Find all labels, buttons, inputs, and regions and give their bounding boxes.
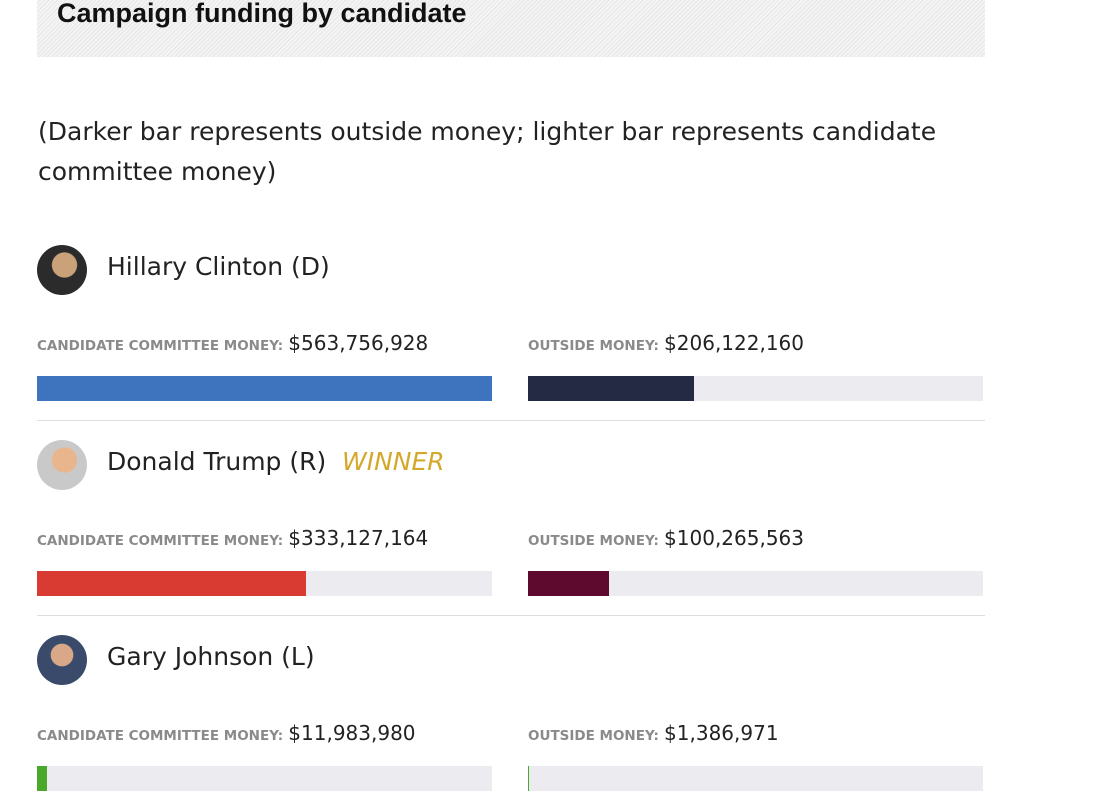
money-value: $1,386,971 — [664, 721, 779, 745]
money-value: $333,127,164 — [288, 526, 429, 550]
money-label-row: OUTSIDE MONEY: $100,265,563 — [528, 526, 804, 550]
bar-track — [528, 376, 983, 401]
title: Campaign funding by candidate — [57, 0, 467, 28]
header-band — [37, 0, 985, 57]
money-value: $563,756,928 — [288, 331, 429, 355]
avatar — [37, 440, 87, 490]
committee-bar — [37, 571, 306, 596]
bar-track — [37, 376, 492, 401]
bar-track — [37, 571, 492, 596]
outside-bar — [528, 571, 609, 596]
money-label: CANDIDATE COMMITTEE MONEY: — [37, 533, 284, 549]
committee-bar — [37, 766, 47, 791]
money-value: $11,983,980 — [288, 721, 416, 745]
note: (Darker bar represents outside money; li… — [38, 117, 937, 186]
bar-track — [528, 571, 983, 596]
bar-track — [37, 766, 492, 791]
committee-bar — [37, 376, 492, 401]
avatar — [37, 635, 87, 685]
money-label-row: CANDIDATE COMMITTEE MONEY: $11,983,980 — [37, 721, 416, 745]
money-label: OUTSIDE MONEY: — [528, 338, 659, 354]
money-label: CANDIDATE COMMITTEE MONEY: — [37, 338, 284, 354]
avatar — [37, 245, 87, 295]
money-label-row: CANDIDATE COMMITTEE MONEY: $563,756,928 — [37, 331, 428, 355]
money-value: $100,265,563 — [664, 526, 805, 550]
money-label: OUTSIDE MONEY: — [528, 728, 659, 744]
separator — [37, 420, 985, 421]
money-label-row: OUTSIDE MONEY: $1,386,971 — [528, 721, 779, 745]
money-label: CANDIDATE COMMITTEE MONEY: — [37, 728, 284, 744]
separator — [37, 615, 985, 616]
winner-badge: WINNER — [342, 447, 445, 476]
money-label: OUTSIDE MONEY: — [528, 533, 659, 549]
money-label-row: OUTSIDE MONEY: $206,122,160 — [528, 331, 804, 355]
candidate-name: Hillary Clinton (D) — [107, 252, 330, 281]
candidate-name: Gary Johnson (L) — [107, 642, 315, 671]
outside-bar — [528, 766, 530, 791]
money-value: $206,122,160 — [664, 331, 805, 355]
candidate-name: Donald Trump (R) — [107, 447, 327, 476]
bar-track — [528, 766, 983, 791]
money-label-row: CANDIDATE COMMITTEE MONEY: $333,127,164 — [37, 526, 428, 550]
outside-bar — [528, 376, 695, 401]
